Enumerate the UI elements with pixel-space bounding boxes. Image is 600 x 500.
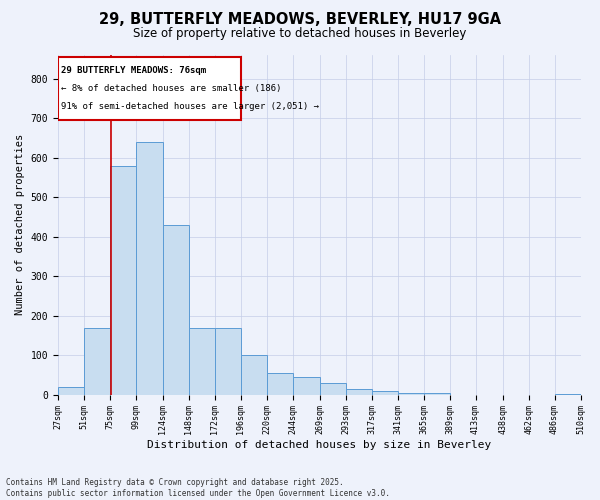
Text: ← 8% of detached houses are smaller (186): ← 8% of detached houses are smaller (186… — [61, 84, 281, 93]
Bar — [136, 142, 163, 395]
Bar — [293, 377, 320, 394]
Bar — [84, 328, 110, 394]
Text: Size of property relative to detached houses in Beverley: Size of property relative to detached ho… — [133, 28, 467, 40]
Bar — [346, 389, 371, 394]
Bar — [320, 383, 346, 394]
X-axis label: Distribution of detached houses by size in Beverley: Distribution of detached houses by size … — [147, 440, 491, 450]
Bar — [215, 328, 241, 394]
Bar — [371, 391, 398, 394]
Bar — [189, 328, 215, 394]
Bar — [424, 392, 449, 394]
Text: 29, BUTTERFLY MEADOWS, BEVERLEY, HU17 9GA: 29, BUTTERFLY MEADOWS, BEVERLEY, HU17 9G… — [99, 12, 501, 28]
Bar — [110, 166, 136, 394]
Bar — [267, 373, 293, 394]
Bar — [58, 387, 84, 394]
Bar — [398, 392, 424, 394]
Text: 29 BUTTERFLY MEADOWS: 76sqm: 29 BUTTERFLY MEADOWS: 76sqm — [61, 66, 206, 76]
FancyBboxPatch shape — [58, 57, 241, 120]
Text: 91% of semi-detached houses are larger (2,051) →: 91% of semi-detached houses are larger (… — [61, 102, 319, 111]
Text: Contains HM Land Registry data © Crown copyright and database right 2025.
Contai: Contains HM Land Registry data © Crown c… — [6, 478, 390, 498]
Y-axis label: Number of detached properties: Number of detached properties — [15, 134, 25, 316]
Bar — [241, 355, 267, 395]
Bar — [163, 225, 189, 394]
